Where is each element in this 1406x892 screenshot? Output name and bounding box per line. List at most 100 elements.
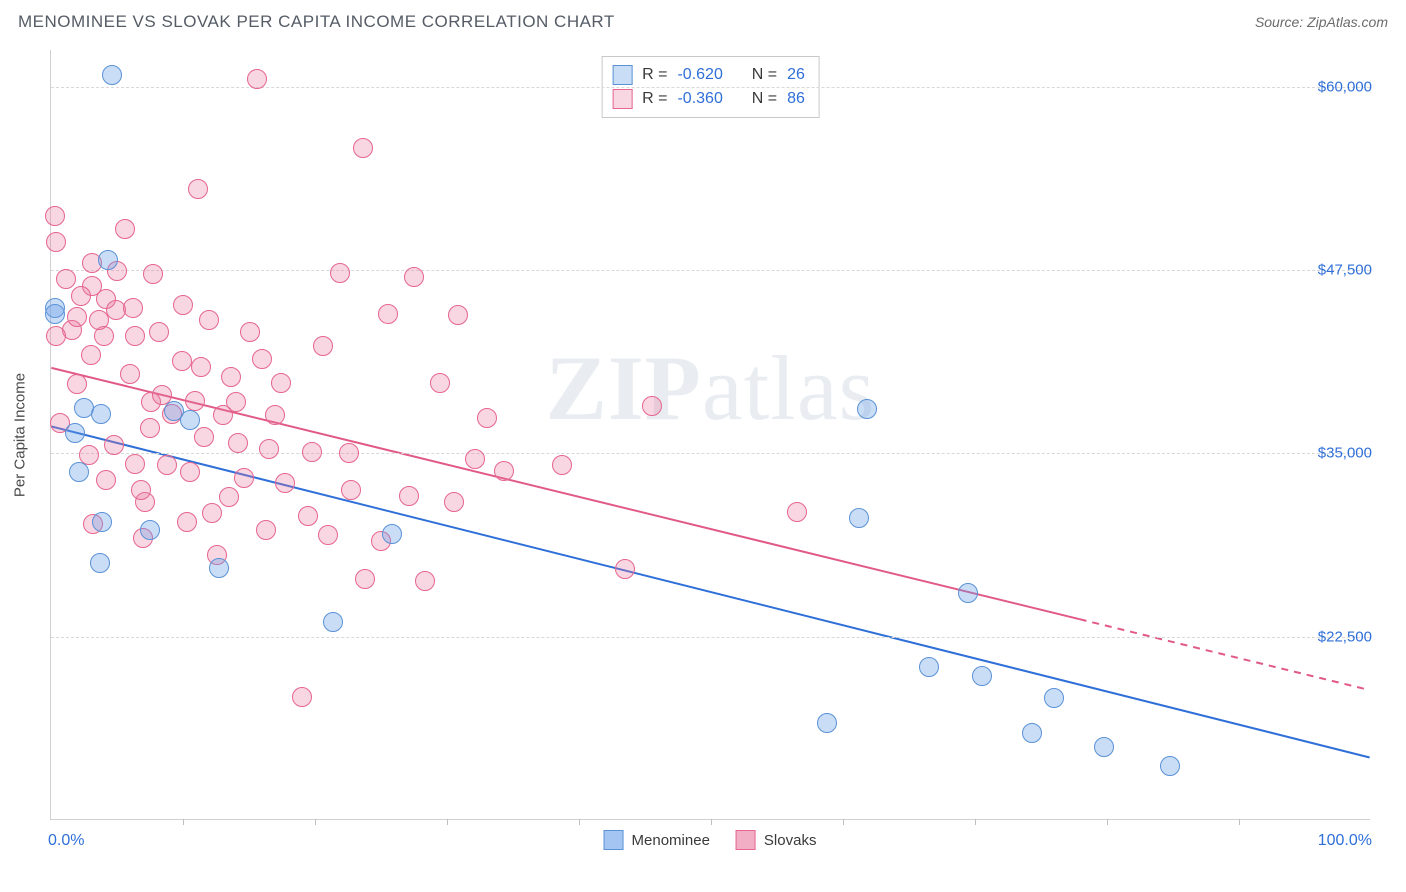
data-point [102, 65, 122, 85]
data-point [355, 569, 375, 589]
data-point [292, 687, 312, 707]
data-point [71, 286, 91, 306]
data-point [188, 179, 208, 199]
data-point [140, 418, 160, 438]
data-point [120, 364, 140, 384]
data-point [180, 462, 200, 482]
gridline [51, 87, 1370, 88]
data-point [382, 524, 402, 544]
x-tick [447, 819, 448, 825]
data-point [857, 399, 877, 419]
x-tick [1107, 819, 1108, 825]
data-point [115, 219, 135, 239]
data-point [234, 468, 254, 488]
data-point [98, 250, 118, 270]
data-point [256, 520, 276, 540]
data-point [240, 322, 260, 342]
data-point [96, 470, 116, 490]
data-point [323, 612, 343, 632]
data-point [191, 357, 211, 377]
data-point [79, 445, 99, 465]
data-point [849, 508, 869, 528]
data-point [552, 455, 572, 475]
data-point [1022, 723, 1042, 743]
legend-swatch [604, 830, 624, 850]
legend-r-value: -0.620 [677, 63, 722, 87]
data-point [477, 408, 497, 428]
x-axis-min-label: 0.0% [48, 832, 84, 850]
data-point [157, 455, 177, 475]
data-point [919, 657, 939, 677]
watermark-atlas: atlas [702, 337, 876, 439]
data-point [173, 295, 193, 315]
data-point [302, 442, 322, 462]
data-point [226, 392, 246, 412]
data-point [353, 138, 373, 158]
chart-header: MENOMINEE VS SLOVAK PER CAPITA INCOME CO… [18, 12, 1388, 32]
x-tick [579, 819, 580, 825]
data-point [787, 502, 807, 522]
x-tick [711, 819, 712, 825]
data-point [65, 423, 85, 443]
x-tick [183, 819, 184, 825]
data-point [177, 512, 197, 532]
data-point [209, 558, 229, 578]
legend-n-label: N = [752, 87, 777, 111]
data-point [339, 443, 359, 463]
data-point [221, 367, 241, 387]
data-point [125, 454, 145, 474]
data-point [415, 571, 435, 591]
y-tick-label: $47,500 [1318, 262, 1372, 279]
data-point [46, 232, 66, 252]
data-point [89, 310, 109, 330]
legend-n-value: 26 [787, 63, 805, 87]
series-legend: Menominee Slovaks [604, 830, 817, 850]
data-point [67, 374, 87, 394]
x-tick [315, 819, 316, 825]
x-tick [843, 819, 844, 825]
series-legend-item: Menominee [604, 830, 710, 850]
legend-swatch [612, 89, 632, 109]
y-tick-label: $22,500 [1318, 628, 1372, 645]
data-point [494, 461, 514, 481]
data-point [275, 473, 295, 493]
data-point [247, 69, 267, 89]
data-point [202, 503, 222, 523]
data-point [131, 480, 151, 500]
x-tick [975, 819, 976, 825]
legend-n-value: 86 [787, 87, 805, 111]
scatter-plot: ZIPatlas R =-0.620 N =26R =-0.360 N =86 … [50, 50, 1370, 820]
series-legend-label: Slovaks [764, 832, 817, 849]
data-point [972, 666, 992, 686]
plot-area: ZIPatlas R =-0.620 N =26R =-0.360 N =86 … [50, 50, 1370, 820]
data-point [298, 506, 318, 526]
y-axis-title: Per Capita Income [12, 373, 29, 497]
legend-swatch [736, 830, 756, 850]
data-point [341, 480, 361, 500]
data-point [958, 583, 978, 603]
data-point [45, 304, 65, 324]
data-point [56, 269, 76, 289]
chart-source: Source: ZipAtlas.com [1255, 14, 1388, 30]
data-point [180, 410, 200, 430]
data-point [378, 304, 398, 324]
data-point [81, 345, 101, 365]
data-point [252, 349, 272, 369]
data-point [199, 310, 219, 330]
data-point [399, 486, 419, 506]
data-point [430, 373, 450, 393]
data-point [271, 373, 291, 393]
data-point [185, 391, 205, 411]
series-legend-item: Slovaks [736, 830, 817, 850]
data-point [448, 305, 468, 325]
data-point [90, 553, 110, 573]
data-point [92, 512, 112, 532]
data-point [404, 267, 424, 287]
series-legend-label: Menominee [632, 832, 710, 849]
data-point [615, 559, 635, 579]
data-point [172, 351, 192, 371]
y-tick-label: $35,000 [1318, 445, 1372, 462]
chart-title: MENOMINEE VS SLOVAK PER CAPITA INCOME CO… [18, 12, 615, 32]
data-point [228, 433, 248, 453]
data-point [1160, 756, 1180, 776]
